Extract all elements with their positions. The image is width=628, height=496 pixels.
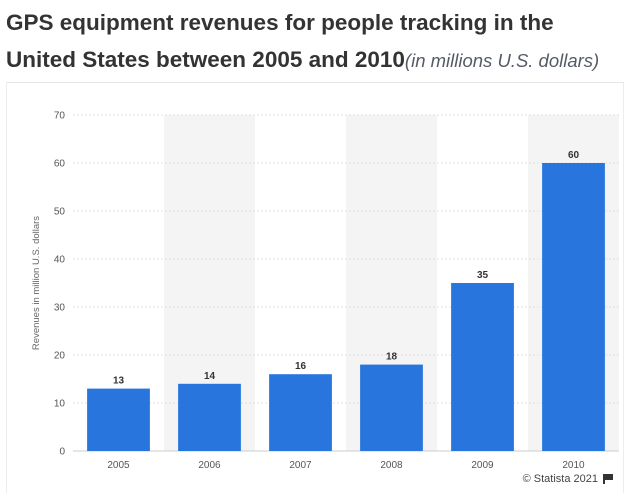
bar	[542, 163, 605, 451]
y-tick-label: 70	[54, 111, 66, 122]
y-tick-label: 0	[59, 447, 65, 458]
y-axis-label: Revenues in million U.S. dollars	[31, 216, 42, 350]
y-tick-label: 40	[54, 255, 66, 266]
x-axis-ticks: 2005 2006 2007 2008 2009 2010	[107, 460, 585, 471]
statista-credit[interactable]: © Statista 2021	[523, 473, 613, 485]
bar	[269, 374, 332, 451]
data-label: 13	[113, 376, 125, 387]
chart-title-text: GPS equipment revenues for people tracki…	[6, 10, 554, 72]
credit-text: © Statista 2021	[522, 473, 598, 485]
data-label: 14	[204, 371, 216, 382]
x-tick-label: 2010	[562, 460, 585, 471]
x-tick-label: 2009	[471, 460, 494, 471]
data-labels: 13 14 16 18 35 60	[113, 150, 580, 387]
bar	[360, 364, 423, 451]
x-tick-label: 2006	[198, 460, 221, 471]
chart-title: GPS equipment revenues for people tracki…	[6, 4, 624, 79]
bar	[87, 388, 150, 451]
gridlines	[73, 114, 619, 452]
y-axis-ticks: 0 10 20 30 40 50 60 70	[54, 111, 66, 458]
x-tick-label: 2007	[289, 460, 312, 471]
y-tick-label: 30	[54, 303, 66, 314]
data-label: 35	[477, 270, 489, 281]
chart-container: 0 10 20 30 40 50 60 70 13 14 16 18 35 60 2005 2006 200…	[6, 82, 624, 493]
bar	[178, 383, 241, 451]
y-tick-label: 20	[54, 351, 66, 362]
bar	[451, 283, 514, 451]
x-tick-label: 2005	[107, 460, 130, 471]
data-label: 60	[568, 150, 580, 161]
y-tick-label: 10	[54, 399, 66, 410]
y-tick-label: 60	[54, 159, 66, 170]
chart-subtitle: (in millions U.S. dollars)	[404, 50, 600, 71]
data-label: 16	[295, 361, 307, 372]
data-label: 18	[386, 352, 398, 363]
flag-icon	[603, 474, 613, 484]
y-tick-label: 50	[54, 207, 66, 218]
x-tick-label: 2008	[380, 460, 403, 471]
bars	[87, 163, 605, 451]
